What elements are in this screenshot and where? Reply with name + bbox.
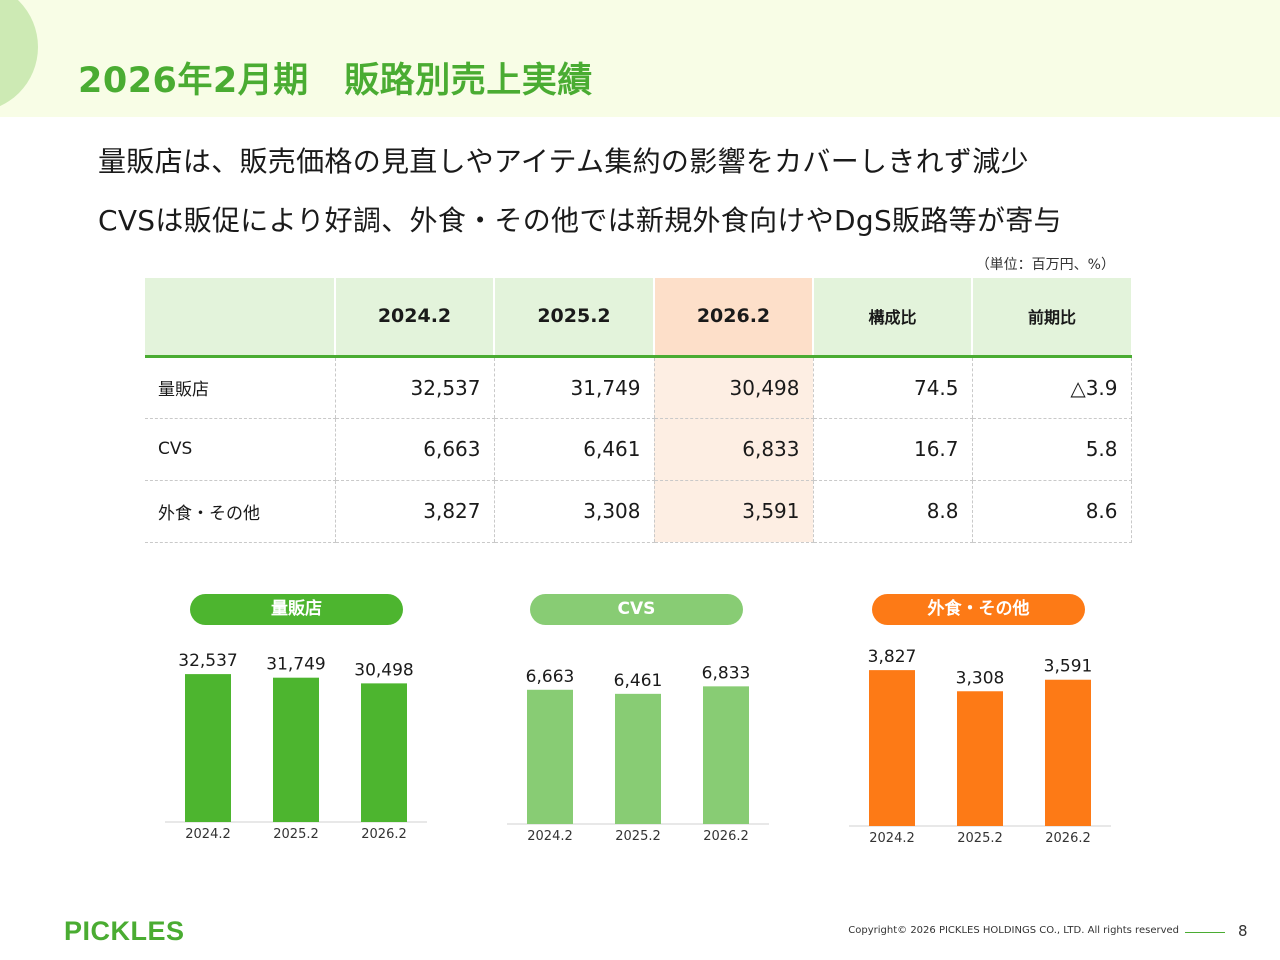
bar-chart-cvs: 6,663 2024.2 6,461 2025.2 6,833 2026.2 <box>507 630 777 864</box>
bar-chart-svg: 32,537 2024.2 31,749 2025.2 30,498 2026.2 <box>165 651 427 842</box>
table-header-cell: 構成比 <box>812 278 972 358</box>
table-cell-highlight: 30,498 <box>653 356 813 419</box>
bar-chart-svg: 3,827 2024.2 3,308 2025.2 3,591 2026.2 <box>849 647 1111 846</box>
header-band: 2026年2月期 販路別売上実績 <box>0 0 1280 117</box>
table-header-corner <box>145 278 335 358</box>
table-row: 量販店 32,537 31,749 30,498 74.5 △3.9 <box>145 356 1132 419</box>
bar-value-label: 6,663 <box>526 667 575 687</box>
table-cell-highlight: 6,833 <box>653 418 813 481</box>
page-title: 2026年2月期 販路別売上実績 <box>78 61 593 101</box>
table-cell: 5.8 <box>971 418 1132 481</box>
bar-2024.2 <box>185 674 231 822</box>
table-cell: 8.8 <box>812 480 972 543</box>
table-cell: 32,537 <box>334 356 494 419</box>
pickles-logo: PICKLES <box>64 916 185 946</box>
table-cell: 6,461 <box>493 418 654 481</box>
bar-chart-mass-retail: 32,537 2024.2 31,749 2025.2 30,498 2026.2 <box>165 630 435 864</box>
bar-value-label: 31,749 <box>266 655 325 675</box>
bar-value-label: 6,461 <box>614 671 663 691</box>
bar-2026.2 <box>703 686 749 824</box>
table-header-row: 2024.2 2025.2 2026.2 構成比 前期比 <box>145 278 1131 358</box>
table-cell: 3,308 <box>493 480 654 543</box>
bar-chart-foodservice: 3,827 2024.2 3,308 2025.2 3,591 2026.2 <box>849 630 1119 864</box>
bar-value-label: 3,308 <box>956 668 1005 688</box>
bar-2024.2 <box>527 689 573 824</box>
bar-2024.2 <box>869 670 915 826</box>
copyright-text: Copyright© 2026 PICKLES HOLDINGS CO., LT… <box>848 925 1179 936</box>
table-cell: 6,663 <box>334 418 494 481</box>
table-header-cell: 前期比 <box>971 278 1131 358</box>
headline-mass-retail: 量販店は、販売価格の見直しやアイテム集約の影響をカバーしきれず減少 <box>98 145 1029 178</box>
page-number: 8 <box>1238 922 1248 940</box>
category-label: 2025.2 <box>957 831 1003 846</box>
row-label: 外食・その他 <box>145 480 335 543</box>
header-accent-shape <box>0 0 38 112</box>
chart-title-foodservice: 外食・その他 <box>872 594 1085 625</box>
row-label: CVS <box>145 418 335 481</box>
category-label: 2026.2 <box>1045 831 1091 846</box>
category-label: 2024.2 <box>869 831 915 846</box>
row-label: 量販店 <box>145 356 335 419</box>
bar-value-label: 32,537 <box>178 651 237 671</box>
bar-value-label: 3,591 <box>1044 657 1093 677</box>
category-label: 2025.2 <box>615 829 661 844</box>
bar-value-label: 30,498 <box>354 660 413 680</box>
table-cell: 3,827 <box>334 480 494 543</box>
category-label: 2026.2 <box>361 827 407 842</box>
category-label: 2025.2 <box>273 827 319 842</box>
bar-value-label: 6,833 <box>702 663 751 683</box>
table-cell: △3.9 <box>971 356 1132 419</box>
chart-title-cvs: CVS <box>530 594 743 625</box>
unit-note: （単位：百万円、%） <box>975 257 1115 273</box>
category-label: 2024.2 <box>527 829 573 844</box>
category-label: 2024.2 <box>185 827 231 842</box>
footer-divider <box>1185 932 1225 933</box>
bar-chart-svg: 6,663 2024.2 6,461 2025.2 6,833 2026.2 <box>507 663 769 844</box>
bar-2025.2 <box>615 693 661 824</box>
bar-2025.2 <box>273 677 319 822</box>
headline-cvs-foodservice: CVSは販促により好調、外食・その他では新規外食向けやDgS販路等が寄与 <box>98 204 1062 237</box>
table-cell: 31,749 <box>493 356 654 419</box>
table-cell: 8.6 <box>971 480 1132 543</box>
bar-2025.2 <box>957 691 1003 826</box>
category-label: 2026.2 <box>703 829 749 844</box>
table-header-cell-highlight: 2026.2 <box>653 278 813 358</box>
bar-value-label: 3,827 <box>868 647 917 667</box>
table-row: CVS 6,663 6,461 6,833 16.7 5.8 <box>145 418 1132 481</box>
table-cell: 74.5 <box>812 356 972 419</box>
table-cell-highlight: 3,591 <box>653 480 813 543</box>
chart-title-mass-retail: 量販店 <box>190 594 403 625</box>
table-header-cell: 2025.2 <box>493 278 654 358</box>
sales-by-channel-table: 2024.2 2025.2 2026.2 構成比 前期比 量販店 32,537 … <box>145 278 1132 543</box>
table-cell: 16.7 <box>812 418 972 481</box>
bar-2026.2 <box>1045 679 1091 826</box>
bar-2026.2 <box>361 683 407 822</box>
table-header-cell: 2024.2 <box>334 278 494 358</box>
table-row: 外食・その他 3,827 3,308 3,591 8.8 8.6 <box>145 480 1132 543</box>
